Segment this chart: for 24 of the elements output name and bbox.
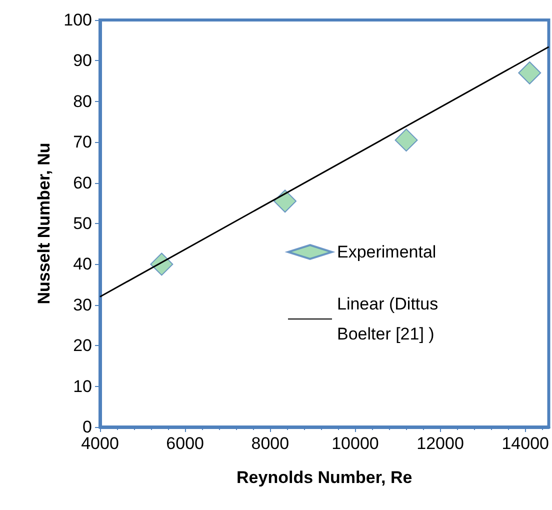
- y-tick-label: 70: [73, 132, 92, 152]
- y-tick-label: 100: [64, 10, 92, 30]
- legend-label: Linear (Dittus Boelter [21] ): [337, 294, 443, 344]
- point: [394, 128, 418, 152]
- point: [518, 61, 542, 84]
- y-tick-label: 40: [73, 254, 92, 274]
- x-tick-label: 4000: [81, 434, 119, 453]
- point: [274, 190, 297, 213]
- y-tick-label: 10: [73, 376, 92, 396]
- x-tick-label: 8000: [251, 434, 290, 453]
- y-tick-label: 80: [73, 92, 92, 111]
- y-tick-label: 50: [73, 214, 92, 233]
- y-axis-title: Nusselt Number, Nu: [34, 142, 54, 304]
- y-tick-label: 90: [73, 51, 92, 70]
- x-axis-title: Reynolds Number, Re: [236, 468, 412, 487]
- x-tick-label: 14000: [502, 434, 550, 453]
- y-tick-label: 30: [73, 295, 92, 314]
- x-tick-label: 6000: [166, 434, 204, 453]
- x-tick-label: 10000: [332, 434, 379, 453]
- y-tick-label: 20: [73, 336, 92, 356]
- y-tick-label: 0: [82, 418, 92, 436]
- x-tick-label: 12000: [416, 434, 464, 453]
- y-tick-label: 60: [73, 173, 92, 192]
- legend-label: Experimental: [337, 242, 436, 262]
